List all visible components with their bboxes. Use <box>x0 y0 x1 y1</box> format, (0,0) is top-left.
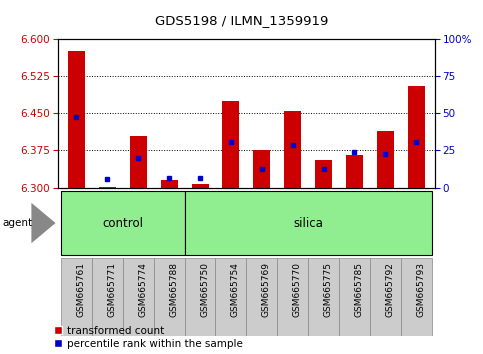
FancyBboxPatch shape <box>339 258 370 336</box>
FancyBboxPatch shape <box>401 258 432 336</box>
Text: GSM665793: GSM665793 <box>416 262 425 317</box>
Text: agent: agent <box>2 218 32 228</box>
FancyBboxPatch shape <box>123 258 154 336</box>
Bar <box>161 180 178 188</box>
FancyBboxPatch shape <box>185 191 432 255</box>
Bar <box>222 101 240 188</box>
FancyBboxPatch shape <box>246 258 277 336</box>
Text: GSM665754: GSM665754 <box>231 262 240 317</box>
FancyBboxPatch shape <box>92 258 123 336</box>
Bar <box>408 86 425 188</box>
FancyBboxPatch shape <box>370 258 401 336</box>
Bar <box>346 155 363 188</box>
Text: GDS5198 / ILMN_1359919: GDS5198 / ILMN_1359919 <box>155 14 328 27</box>
FancyBboxPatch shape <box>215 258 246 336</box>
Text: GSM665771: GSM665771 <box>107 262 116 317</box>
FancyBboxPatch shape <box>154 258 185 336</box>
FancyBboxPatch shape <box>61 258 92 336</box>
Polygon shape <box>31 203 56 243</box>
Bar <box>377 131 394 188</box>
Text: GSM665774: GSM665774 <box>138 262 147 317</box>
Text: GSM665788: GSM665788 <box>169 262 178 317</box>
Text: GSM665785: GSM665785 <box>355 262 363 317</box>
FancyBboxPatch shape <box>185 258 215 336</box>
Bar <box>68 51 85 188</box>
Text: silica: silica <box>293 217 323 229</box>
FancyBboxPatch shape <box>61 191 185 255</box>
Bar <box>253 150 270 188</box>
Text: GSM665769: GSM665769 <box>262 262 271 317</box>
Text: GSM665750: GSM665750 <box>200 262 209 317</box>
Legend: transformed count, percentile rank within the sample: transformed count, percentile rank withi… <box>54 326 243 349</box>
Text: GSM665792: GSM665792 <box>385 262 394 317</box>
Bar <box>315 160 332 188</box>
Text: GSM665775: GSM665775 <box>324 262 332 317</box>
Text: control: control <box>102 217 143 229</box>
Bar <box>192 184 209 188</box>
Text: GSM665761: GSM665761 <box>76 262 85 317</box>
Bar <box>284 111 301 188</box>
Bar <box>99 187 116 188</box>
Bar <box>130 136 147 188</box>
Text: GSM665770: GSM665770 <box>293 262 302 317</box>
FancyBboxPatch shape <box>308 258 339 336</box>
FancyBboxPatch shape <box>277 258 308 336</box>
